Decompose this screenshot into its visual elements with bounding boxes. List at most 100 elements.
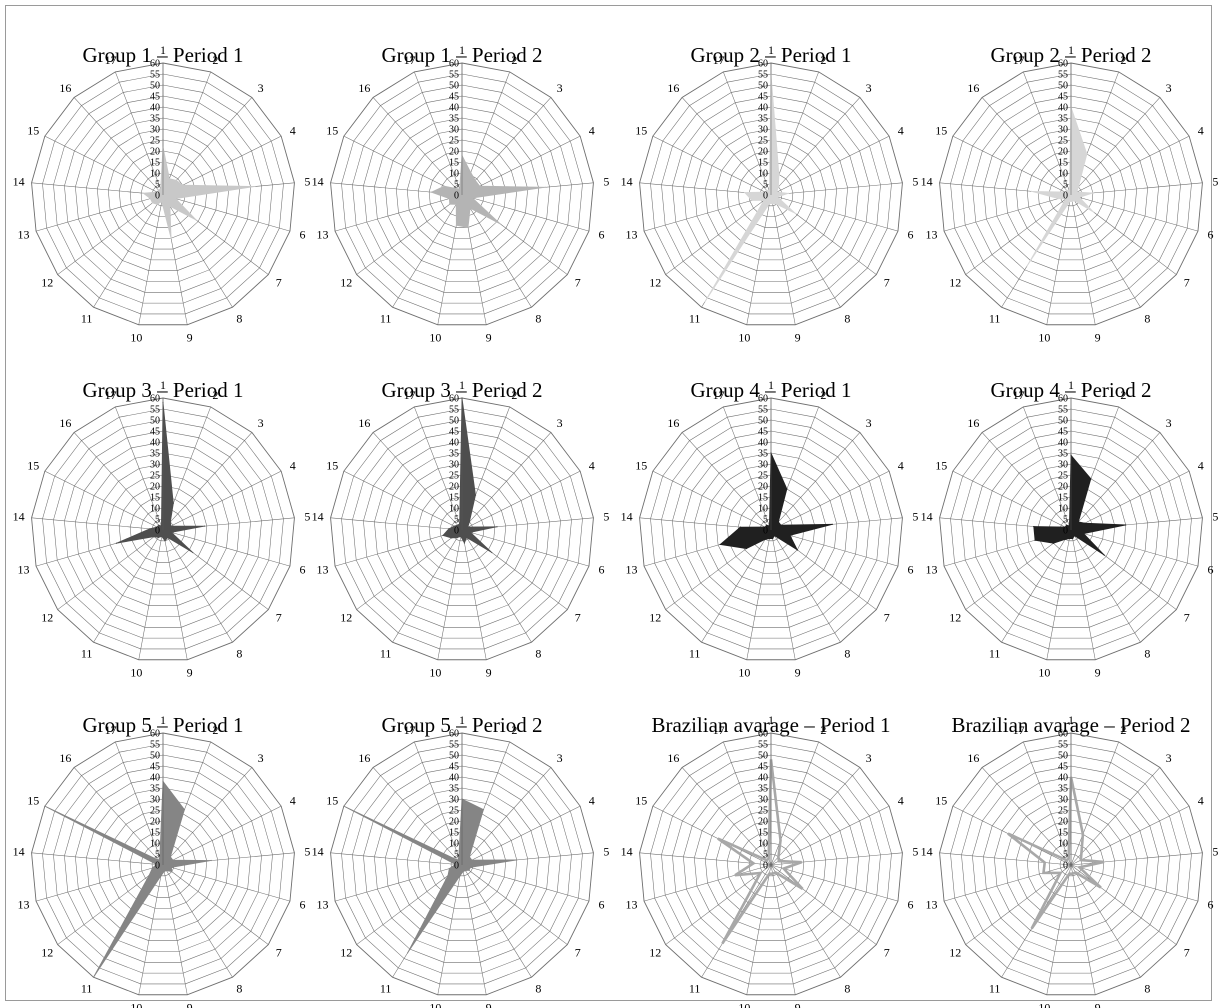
axis-label: 3 [258,416,264,430]
tick-label: 40 [150,773,160,784]
grid-spoke [1023,741,1072,866]
grid-ring [683,106,859,282]
axis-label: 1 [768,378,774,392]
grid-spoke [981,97,1072,196]
tick-label: 15 [150,158,160,169]
grid-spoke [414,406,463,531]
axis-label: 16 [358,81,370,95]
grid-ring [650,743,892,985]
grid-ring [330,397,594,661]
data-point [1068,525,1071,527]
data-point [764,191,766,193]
tick-label: 30 [1058,125,1068,136]
data-point [149,528,151,530]
grid-ring [363,765,561,963]
axis-label: 5 [603,845,609,859]
data-point [1034,539,1036,541]
axis-label: 11 [81,646,93,660]
grid-ring [374,106,550,282]
grid-ring [661,754,881,974]
axis-label: 17 [105,53,117,67]
tick-label: 20 [758,147,768,158]
data-point [467,226,469,229]
tick-label: 15 [1058,828,1068,839]
tick-label: 45 [150,427,160,438]
tick-label: 5 [155,515,160,526]
axis-label: 8 [844,646,850,660]
grid-spoke [162,805,282,866]
grid-ring [107,474,219,585]
grid-spoke [1070,470,1190,531]
axis-label: 11 [81,981,93,995]
axis-label: 16 [967,751,979,765]
grid-ring [31,397,295,661]
data-point [776,196,778,198]
axis-label: 8 [535,646,541,660]
grid-spoke [44,470,164,531]
radar-chart: 0510152025303540455055601234567891011121… [621,43,919,345]
axis-label: 12 [649,275,661,289]
grid-ring [341,408,583,650]
axis-label: 7 [884,275,890,289]
axis-label: 6 [1207,228,1213,242]
grid-spoke [681,767,772,866]
data-point [170,237,172,239]
tick-label: 0 [763,526,768,537]
data-point [455,203,457,205]
data-point [787,192,790,194]
axis-label: 17 [713,723,725,737]
axis-label: 8 [535,311,541,325]
data-point [1044,861,1046,864]
axis-label: 15 [635,793,647,807]
grid-spoke [770,529,796,660]
grid-spoke [652,135,772,196]
grid-ring [374,441,550,617]
axis-label: 7 [276,275,282,289]
data-point [170,531,173,534]
axis-label: 5 [912,845,918,859]
grid-spoke [770,432,861,531]
grid-ring [639,732,903,996]
axis-label: 16 [59,751,71,765]
tick-label: 35 [150,449,160,460]
data-point [765,189,768,191]
grid-ring [75,776,251,952]
axis-label: 3 [557,81,563,95]
axis-label: 6 [299,898,305,912]
axis-label: 15 [935,793,947,807]
tick-label: 25 [449,806,459,817]
data-point [1065,198,1067,200]
grid-spoke [1046,864,1072,995]
data-point [491,551,493,554]
tick-label: 0 [454,191,459,202]
tick-label: 20 [449,482,459,493]
tick-label: 25 [150,471,160,482]
grid-ring [151,518,175,542]
tick-label: 45 [449,427,459,438]
axis-label: 6 [1207,563,1213,577]
axis-label: 4 [898,458,904,472]
data-point [775,871,777,874]
grid-ring [75,106,251,282]
axis-label: 11 [689,646,701,660]
grid-ring [118,150,208,239]
tick-label: 45 [150,762,160,773]
axis-label: 13 [317,898,329,912]
tick-label: 10 [150,169,160,180]
axis-label: 3 [557,416,563,430]
grid-ring [994,117,1148,271]
axis-label: 14 [621,175,633,189]
axis-label: 3 [258,751,264,765]
grid-spoke [1070,864,1199,902]
grid-spoke [356,529,463,610]
tick-label: 60 [758,59,768,70]
axis-label: 10 [429,1001,441,1008]
axis-label: 14 [13,845,25,859]
axis-label: 15 [326,123,338,137]
grid-ring [129,496,197,563]
radar-chart: 0510152025303540455055601234567891011121… [621,378,919,680]
series-shape [44,780,212,978]
grid-ring [939,397,1203,661]
grid-spoke [461,767,552,866]
data-point [468,856,471,858]
